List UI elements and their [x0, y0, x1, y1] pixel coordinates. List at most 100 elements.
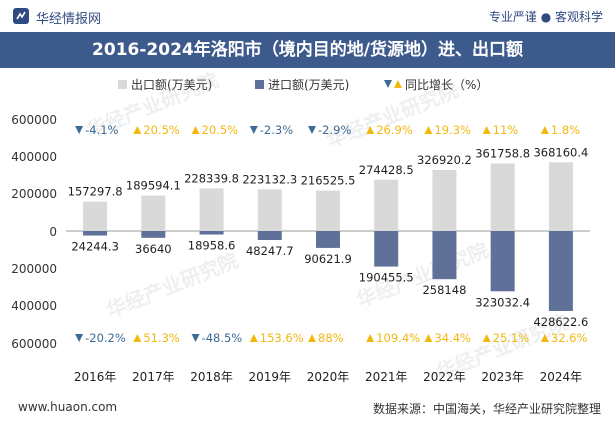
export-growth-label: 26.9% — [376, 123, 413, 137]
import-growth-label: -20.2% — [85, 331, 126, 345]
legend-down-triangle-icon — [384, 80, 392, 88]
import-growth-label: 34.4% — [434, 331, 471, 345]
growth-up-triangle-icon — [424, 334, 433, 342]
growth-up-triangle-icon — [191, 126, 200, 134]
growth-up-triangle-icon — [308, 334, 316, 342]
import-growth-label: 51.3% — [143, 331, 180, 345]
y-tick-label: 600000 — [11, 113, 57, 127]
export-growth-label: 20.5% — [143, 123, 180, 137]
import-growth-label: 153.6% — [260, 331, 304, 345]
y-tick-label: 400000 — [11, 299, 57, 313]
brand-logo-icon — [13, 8, 29, 24]
export-value-label: 189594.1 — [126, 179, 181, 193]
y-tick-label: 200000 — [11, 187, 57, 201]
import-growth-label: 25.1% — [493, 331, 530, 345]
export-bar — [141, 195, 166, 231]
import-bar — [141, 231, 166, 238]
import-value-label: 18958.6 — [188, 239, 236, 253]
legend-export-swatch — [118, 80, 127, 89]
y-tick-label: 200000 — [11, 262, 57, 276]
y-tick-label: 400000 — [11, 150, 57, 164]
growth-down-triangle-icon — [75, 126, 84, 134]
export-value-label: 228339.8 — [184, 171, 239, 185]
export-bar — [548, 162, 573, 231]
brand-name[interactable]: 华经情报网 — [36, 12, 102, 27]
legend: 出口额(万美元) 进口额(万美元) 同比增长（%） — [118, 78, 488, 92]
legend-growth-label: 同比增长（%） — [405, 78, 488, 92]
export-bar — [83, 201, 108, 231]
export-growth-label: -4.1% — [85, 123, 118, 137]
growth-down-triangle-icon — [308, 126, 316, 134]
growth-down-triangle-icon — [249, 126, 258, 134]
top-bar: 华经情报网 专业严谨 ● 客观科学 — [0, 0, 615, 33]
growth-up-triangle-icon — [482, 126, 491, 134]
growth-up-triangle-icon — [540, 126, 549, 134]
growth-up-triangle-icon — [133, 334, 142, 342]
export-growth-label: 19.3% — [434, 123, 471, 137]
plot-area: 157297.8 24244.3 -4.1% -20.2% 2016年 189594.1 3… — [66, 123, 590, 384]
growth-up-triangle-icon — [366, 334, 375, 342]
y-tick-label: 0 — [49, 225, 57, 239]
import-value-label: 190455.5 — [359, 271, 414, 285]
export-growth-label: -2.9% — [318, 123, 351, 137]
growth-up-triangle-icon — [366, 126, 375, 134]
import-growth-label: 88% — [318, 331, 344, 345]
export-bar — [257, 189, 282, 231]
import-bar — [490, 231, 515, 292]
growth-down-triangle-icon — [75, 334, 84, 342]
growth-up-triangle-icon — [482, 334, 491, 342]
footer-source: 数据来源：中国海关，华经产业研究院整理 — [372, 402, 601, 416]
export-growth-label: 20.5% — [202, 123, 239, 137]
x-tick-label: 2024年 — [540, 370, 583, 384]
export-growth-label: -2.3% — [260, 123, 293, 137]
legend-up-triangle-icon — [394, 80, 402, 88]
export-value-label: 157297.8 — [68, 185, 123, 199]
import-value-label: 428622.6 — [533, 315, 588, 329]
export-bar — [316, 190, 340, 231]
import-value-label: 323032.4 — [475, 295, 530, 309]
x-tick-label: 2019年 — [249, 370, 292, 384]
x-tick-label: 2023年 — [481, 370, 524, 384]
title-bar: 2016-2024年洛阳市（境内目的地/货源地）进、出口额 — [0, 32, 615, 68]
export-value-label: 368160.4 — [533, 145, 588, 159]
legend-export-label: 出口额(万美元) — [131, 78, 212, 92]
import-bar — [374, 231, 399, 267]
x-tick-label: 2020年 — [307, 370, 350, 384]
import-growth-label: 109.4% — [376, 331, 420, 345]
import-growth-label: -48.5% — [202, 331, 243, 345]
import-bar — [316, 231, 340, 248]
import-value-label: 90621.9 — [304, 252, 352, 266]
growth-down-triangle-icon — [191, 334, 200, 342]
import-value-label: 24244.3 — [71, 240, 119, 254]
growth-up-triangle-icon — [540, 334, 549, 342]
y-axis: 600000 400000 200000 0 200000 400000 600… — [11, 113, 57, 351]
import-bar — [432, 231, 457, 280]
import-bar — [83, 231, 108, 236]
tagline: 专业严谨 ● 客观科学 — [488, 10, 603, 24]
legend-import-swatch — [255, 80, 264, 89]
import-growth-label: 32.6% — [551, 331, 588, 345]
chart: 出口额(万美元) 进口额(万美元) 同比增长（%） 600000 400000 … — [11, 68, 590, 385]
growth-up-triangle-icon — [424, 126, 433, 134]
watermark-text: 华经产业研究院 — [103, 248, 242, 323]
export-value-label: 223132.3 — [242, 172, 297, 186]
import-value-label: 258148 — [422, 283, 466, 297]
chart-title: 2016-2024年洛阳市（境内目的地/货源地）进、出口额 — [92, 40, 523, 60]
import-bar — [548, 231, 573, 312]
export-growth-label: 11% — [493, 123, 519, 137]
footer-website[interactable]: www.huaon.com — [18, 400, 118, 414]
import-value-label: 36640 — [135, 242, 172, 256]
export-value-label: 216525.5 — [301, 174, 356, 188]
x-tick-label: 2018年 — [190, 370, 233, 384]
growth-up-triangle-icon — [249, 334, 258, 342]
export-bar — [199, 188, 224, 231]
growth-up-triangle-icon — [133, 126, 142, 134]
export-bar — [374, 179, 399, 231]
x-tick-label: 2017年 — [132, 370, 175, 384]
export-bar — [432, 169, 457, 231]
x-tick-label: 2016年 — [74, 370, 117, 384]
x-tick-label: 2021年 — [365, 370, 408, 384]
y-tick-label: 600000 — [11, 337, 57, 351]
export-value-label: 326920.2 — [417, 153, 472, 167]
import-value-label: 48247.7 — [246, 244, 294, 258]
